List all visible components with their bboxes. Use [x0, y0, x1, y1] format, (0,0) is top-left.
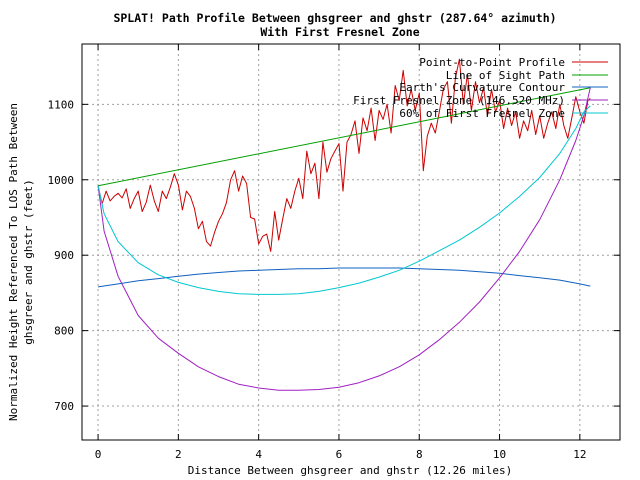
legend: Point-to-Point Profile Line of Sight Pat… — [353, 56, 608, 120]
legend-label-fresnel: First Fresnel Zone (146.520 MHz) — [353, 94, 565, 107]
y-tick-label: 1000 — [48, 174, 75, 187]
x-tick-label: 10 — [493, 448, 506, 461]
series-fresnel-60 — [97, 105, 591, 295]
series-los — [98, 87, 591, 187]
y-tick-label: 700 — [54, 400, 74, 413]
x-tick-label: 8 — [416, 448, 423, 461]
series-layer — [97, 58, 591, 391]
legend-label-los: Line of Sight Path — [446, 69, 565, 82]
y-tick-label: 1100 — [48, 98, 75, 111]
series-fresnel — [97, 87, 591, 391]
y-tick-label: 900 — [54, 249, 74, 262]
legend-label-profile: Point-to-Point Profile — [419, 56, 565, 69]
chart-title: SPLAT! Path Profile Between ghsgreer and… — [113, 11, 556, 25]
y-axis-label-line2: ghsgreer and ghstr (feet) — [22, 179, 35, 345]
legend-label-curvature: Earth's Curvature Contour — [399, 81, 565, 94]
x-tick-label: 6 — [336, 448, 343, 461]
y-axis-label-line1: Normalized Height Referenced To LOS Path… — [7, 103, 20, 421]
plot-frame — [81, 43, 621, 441]
x-tick-label: 0 — [95, 448, 102, 461]
series-curvature — [98, 267, 591, 288]
x-tick-label: 2 — [175, 448, 182, 461]
ticks: 0 2 4 6 8 10 12 700 800 900 1000 1100 — [48, 44, 620, 461]
x-axis-label: Distance Between ghsgreer and ghstr (12.… — [188, 464, 513, 477]
series-profile — [97, 58, 591, 252]
chart-subtitle: With First Fresnel Zone — [260, 25, 419, 39]
legend-label-fresnel-60: 60% of First Fresnel Zone — [399, 107, 565, 120]
x-tick-label: 4 — [255, 448, 262, 461]
x-tick-label: 12 — [573, 448, 586, 461]
y-tick-label: 800 — [54, 325, 74, 338]
